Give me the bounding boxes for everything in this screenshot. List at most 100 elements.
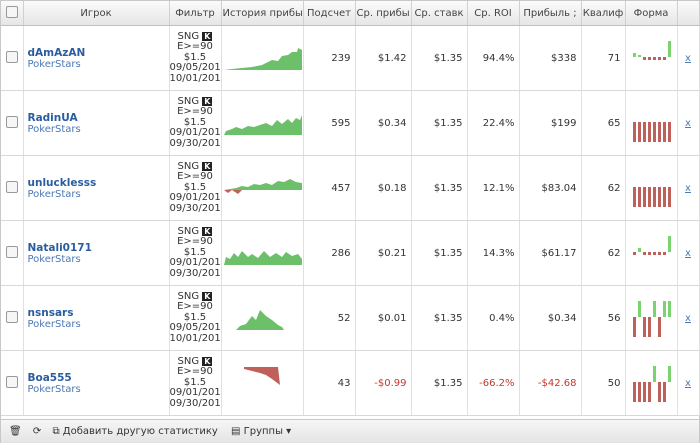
row-checkbox[interactable] — [5, 310, 18, 323]
column-header[interactable]: Ср. ROI — [467, 1, 520, 26]
column-header[interactable]: Игрок — [23, 1, 170, 26]
roi-cell: 12.1% — [467, 155, 520, 221]
player-name[interactable]: dAmAzAN — [27, 46, 86, 59]
avg-stake-cell: $1.35 — [411, 90, 468, 156]
form-bar — [668, 300, 671, 317]
select-all[interactable] — [1, 1, 24, 26]
remove-link[interactable]: x — [685, 117, 691, 129]
filter-game: SNG — [177, 355, 200, 367]
row-checkbox[interactable] — [5, 375, 18, 388]
qual-cell: 71 — [581, 25, 626, 91]
form-bar — [658, 56, 661, 60]
remove-link[interactable]: x — [685, 247, 691, 259]
filter-game: SNG — [177, 95, 200, 107]
form-bar — [658, 186, 661, 207]
select-cell — [1, 25, 24, 91]
row-checkbox[interactable] — [5, 180, 18, 193]
form-bar — [648, 316, 651, 337]
filter-line: $1.5 — [183, 311, 207, 323]
form-bar — [653, 365, 656, 382]
row-checkbox[interactable] — [5, 50, 18, 63]
avg-profit-cell: -$0.99 — [355, 350, 412, 416]
column-header[interactable]: История прибы — [221, 1, 304, 26]
count-cell: 43 — [303, 350, 356, 416]
form-bar — [643, 56, 646, 60]
filter-cell: SNG K E>=90 $1.5 09/05/201 10/01/201 — [169, 285, 222, 351]
filter-game: SNG — [177, 30, 200, 42]
table-body: dAmAzAN PokerStars SNG K E>=90 $1.5 09/05/201… — [1, 25, 700, 416]
form-chart — [633, 235, 671, 255]
player-row: Boa555 PokerStars SNG K E>=90 $1.5 09/01/201 0… — [1, 350, 700, 416]
qual-cell: 65 — [581, 90, 626, 156]
form-bar — [668, 235, 671, 252]
column-header[interactable]: Фильтр — [169, 1, 222, 26]
form-bar — [643, 186, 646, 207]
profit-cell: $0.34 — [519, 285, 582, 351]
filter-line: E>=90 — [177, 366, 213, 378]
player-name[interactable]: RadinUA — [27, 111, 78, 124]
filter-line: 09/30/201 — [169, 202, 221, 214]
filter-line: 10/01/201 — [169, 332, 221, 344]
row-checkbox[interactable] — [5, 245, 18, 258]
form-bar — [668, 121, 671, 142]
filter-badge: K — [202, 161, 213, 171]
player-site: PokerStars — [27, 383, 81, 395]
avg-stake-cell: $1.35 — [411, 285, 468, 351]
form-bar — [663, 121, 666, 142]
filter-line: SNG K — [170, 95, 221, 108]
history-cell — [221, 220, 304, 286]
form-cell — [625, 25, 678, 91]
remove-link[interactable]: x — [685, 52, 691, 64]
roi-cell: 0.4% — [467, 285, 520, 351]
delete-icon[interactable]: 🗑 — [9, 426, 22, 437]
profit-sparkline — [237, 366, 280, 385]
form-bar — [648, 56, 651, 60]
column-header[interactable]: Ср. прибы — [355, 1, 412, 26]
filter-line: 09/01/201 — [169, 127, 221, 139]
player-name[interactable]: nsnsars — [27, 306, 74, 319]
form-bar — [638, 54, 641, 57]
qual-cell: 56 — [581, 285, 626, 351]
column-header[interactable]: Квалиф — [581, 1, 626, 26]
remove-link[interactable]: x — [685, 377, 691, 389]
groups-label: Группы — [243, 426, 283, 437]
groups-button[interactable]: ▤ Группы ▾ — [231, 426, 292, 437]
row-checkbox[interactable] — [5, 115, 18, 128]
player-name[interactable]: unlucklesss — [27, 176, 97, 189]
profit-cell: -$42.68 — [519, 350, 582, 416]
filter-cell: SNG K E>=90 $1.5 09/05/201 10/01/201 — [169, 25, 222, 91]
column-header[interactable]: Форма — [625, 1, 678, 26]
filter-cell: SNG K E>=90 $1.5 09/01/201 09/30/201 — [169, 350, 222, 416]
column-header[interactable]: Прибыль ; — [519, 1, 582, 26]
filter-cell: SNG K E>=90 $1.5 09/01/201 09/30/201 — [169, 155, 222, 221]
player-name[interactable]: Natali0171 — [27, 241, 92, 254]
column-header[interactable]: Подсчет — [303, 1, 356, 26]
form-bar — [663, 251, 666, 255]
form-bar — [663, 300, 666, 317]
form-bar — [653, 121, 656, 142]
profit-cell: $83.04 — [519, 155, 582, 221]
filter-line: 09/01/201 — [169, 257, 221, 269]
column-header[interactable]: Ср. ставк — [411, 1, 468, 26]
roi-cell: -66.2% — [467, 350, 520, 416]
filter-line: $1.5 — [183, 51, 207, 63]
filter-line: E>=90 — [177, 171, 213, 183]
add-stat-button[interactable]: ⧉ Добавить другую статистику — [52, 426, 218, 437]
remove-link[interactable]: x — [685, 312, 691, 324]
select-cell — [1, 220, 24, 286]
filter-line: $1.5 — [183, 246, 207, 258]
player-site: PokerStars — [27, 188, 81, 200]
filter-cell: SNG K E>=90 $1.5 09/01/201 09/30/201 — [169, 220, 222, 286]
form-bar — [663, 381, 666, 402]
form-bar — [638, 186, 641, 207]
count-cell: 457 — [303, 155, 356, 221]
player-row: RadinUA PokerStars SNG K E>=90 $1.5 09/01/201… — [1, 90, 700, 156]
qual-cell: 50 — [581, 350, 626, 416]
history-cell — [221, 25, 304, 91]
header-row: Игрок Фильтр История прибы Подсчет Ср. прибы… — [1, 1, 700, 26]
refresh-icon[interactable]: ⟳ — [32, 426, 42, 437]
remove-link[interactable]: x — [685, 182, 691, 194]
form-chart — [633, 186, 671, 207]
player-name[interactable]: Boa555 — [27, 371, 72, 384]
sparkline-area — [223, 114, 302, 135]
